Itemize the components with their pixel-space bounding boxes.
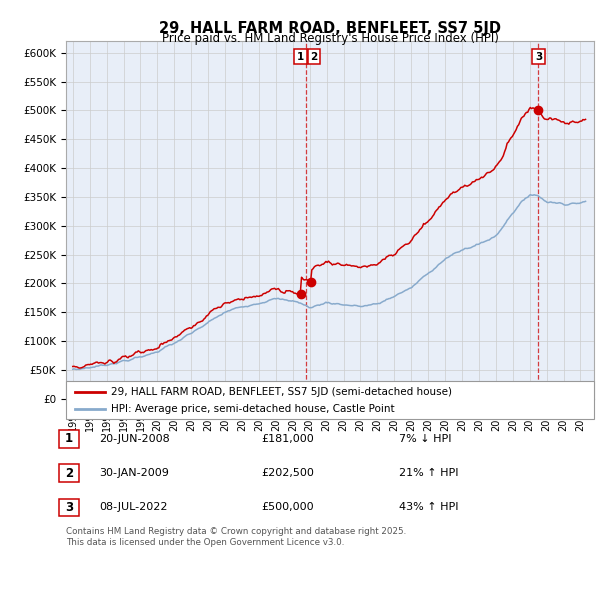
- Text: 7% ↓ HPI: 7% ↓ HPI: [399, 434, 452, 444]
- Text: 2: 2: [310, 52, 317, 62]
- Text: Contains HM Land Registry data © Crown copyright and database right 2025.
This d: Contains HM Land Registry data © Crown c…: [66, 527, 406, 547]
- Text: HPI: Average price, semi-detached house, Castle Point: HPI: Average price, semi-detached house,…: [111, 404, 395, 414]
- Text: 3: 3: [535, 52, 542, 62]
- Text: 1: 1: [65, 432, 73, 445]
- Text: 1: 1: [297, 52, 304, 62]
- Text: 30-JAN-2009: 30-JAN-2009: [99, 468, 169, 478]
- Text: Price paid vs. HM Land Registry's House Price Index (HPI): Price paid vs. HM Land Registry's House …: [161, 32, 499, 45]
- Text: £202,500: £202,500: [261, 468, 314, 478]
- Text: 3: 3: [65, 501, 73, 514]
- Text: 43% ↑ HPI: 43% ↑ HPI: [399, 503, 458, 512]
- Text: 29, HALL FARM ROAD, BENFLEET, SS7 5JD: 29, HALL FARM ROAD, BENFLEET, SS7 5JD: [159, 21, 501, 35]
- Text: 20-JUN-2008: 20-JUN-2008: [99, 434, 170, 444]
- Text: £500,000: £500,000: [261, 503, 314, 512]
- Text: 08-JUL-2022: 08-JUL-2022: [99, 503, 167, 512]
- Text: 21% ↑ HPI: 21% ↑ HPI: [399, 468, 458, 478]
- Text: £181,000: £181,000: [261, 434, 314, 444]
- Text: 29, HALL FARM ROAD, BENFLEET, SS7 5JD (semi-detached house): 29, HALL FARM ROAD, BENFLEET, SS7 5JD (s…: [111, 387, 452, 397]
- Text: 2: 2: [65, 467, 73, 480]
